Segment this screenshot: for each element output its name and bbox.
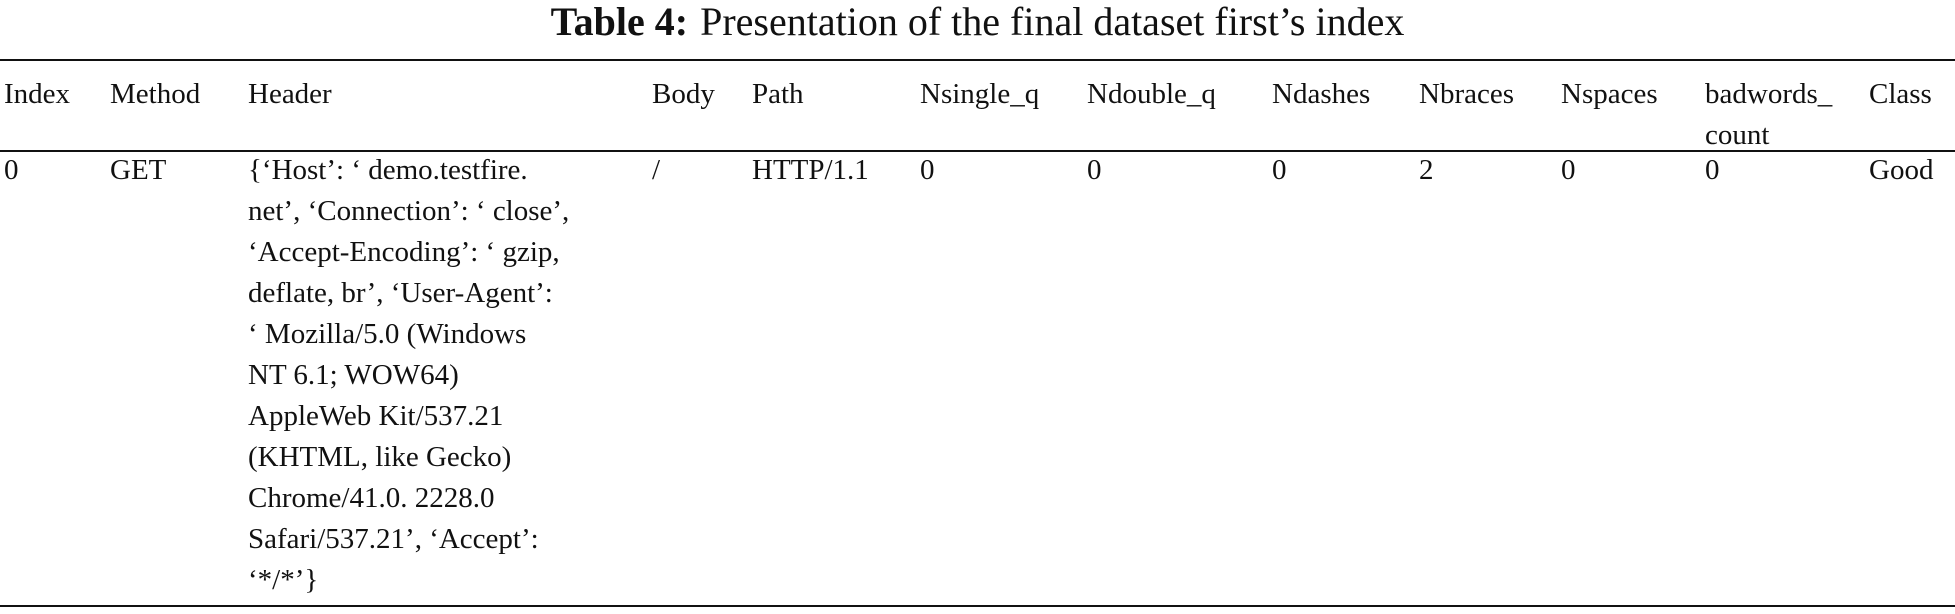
- table-cell: 0: [4, 154, 19, 186]
- top-rule: [0, 59, 1955, 61]
- cell-line: NT 6.1; WOW64): [248, 359, 459, 391]
- table-cell: 0: [1272, 154, 1287, 186]
- cell-line: net’, ‘Connection’: ‘ close’,: [248, 195, 570, 227]
- table-cell: /: [652, 154, 661, 186]
- table-cell: GET: [110, 154, 167, 186]
- column-header: Path: [752, 78, 804, 110]
- cell-line: Safari/537.21’, ‘Accept’:: [248, 523, 539, 555]
- table-cell: HTTP/1.1: [752, 154, 869, 186]
- column-header: Ndouble_q: [1087, 78, 1216, 110]
- table-caption: Table 4: Presentation of the final datase…: [0, 0, 1955, 44]
- column-header: Header: [248, 78, 332, 110]
- cell-line: Chrome/41.0. 2228.0: [248, 482, 495, 514]
- caption-label: Table 4:: [550, 0, 689, 44]
- table-cell: 0: [920, 154, 935, 186]
- column-header: Body: [652, 78, 715, 110]
- cell-line: AppleWeb Kit/537.21: [248, 400, 504, 432]
- cell-line: (KHTML, like Gecko): [248, 441, 512, 473]
- column-header: Nbraces: [1419, 78, 1515, 110]
- cell-line: ‘Accept-Encoding’: ‘ gzip,: [248, 236, 560, 268]
- column-header: Nspaces: [1561, 78, 1658, 110]
- table-cell: 0: [1705, 154, 1720, 186]
- column-header: Ndashes: [1272, 78, 1371, 110]
- cell-line: ‘*/*’}: [248, 564, 319, 596]
- column-header: Method: [110, 78, 201, 110]
- table-cell: 0: [1087, 154, 1102, 186]
- cell-line: deflate, br’, ‘User-Agent’:: [248, 277, 553, 309]
- bottom-rule: [0, 605, 1955, 607]
- table-cell: 2: [1419, 154, 1434, 186]
- column-header: Nsingle_q: [920, 78, 1040, 110]
- cell-line: {‘Host’: ‘ demo.testfire.: [248, 154, 528, 186]
- column-header: Class: [1869, 78, 1932, 110]
- table-cell: Good: [1869, 154, 1934, 186]
- cell-line: ‘ Mozilla/5.0 (Windows: [248, 318, 527, 350]
- header-rule: [0, 150, 1955, 152]
- caption-text: Presentation of the final dataset first’…: [700, 0, 1405, 44]
- column-header: badwords_ count: [1705, 78, 1833, 151]
- table-cell: 0: [1561, 154, 1576, 186]
- column-header: Index: [4, 78, 71, 110]
